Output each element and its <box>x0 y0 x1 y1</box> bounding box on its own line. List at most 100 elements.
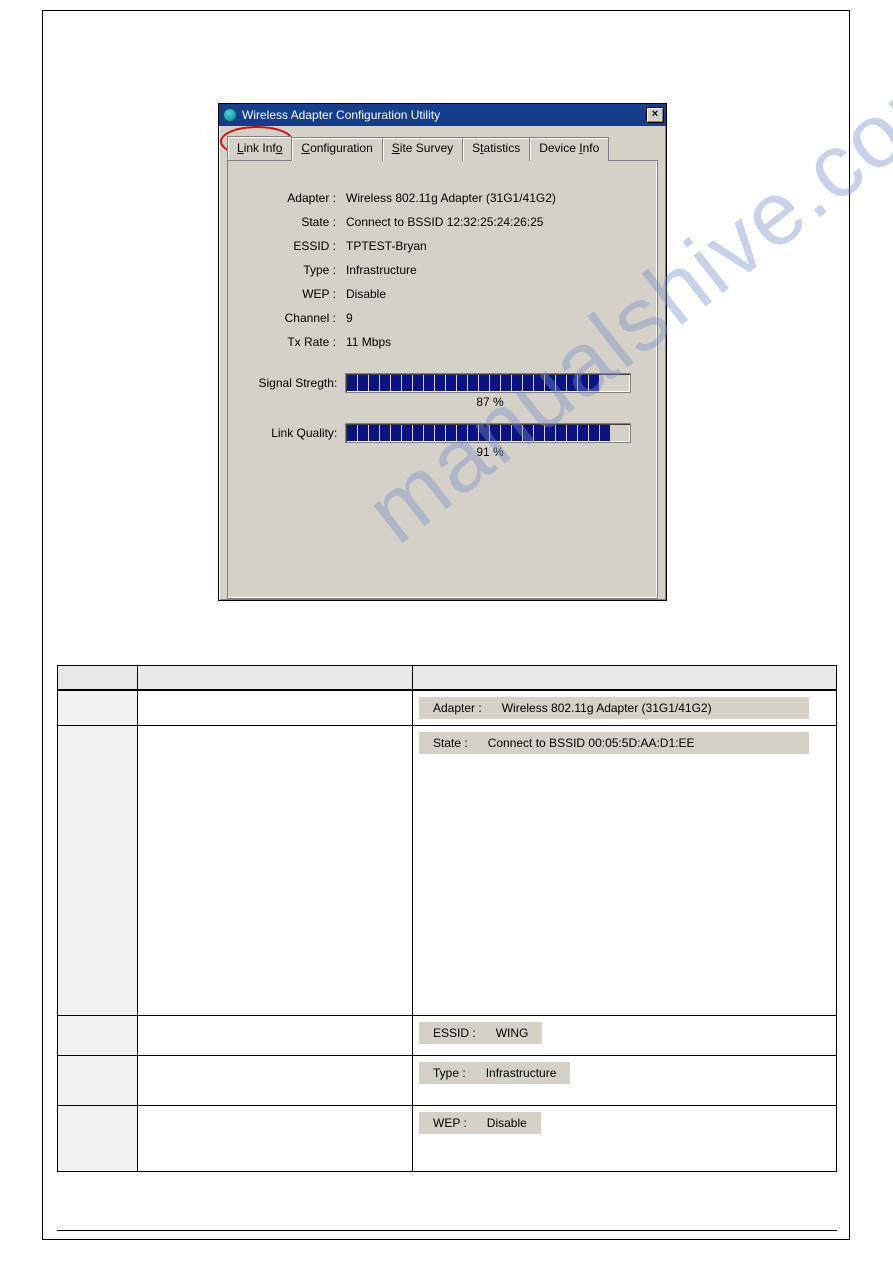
bar-segment <box>501 425 511 441</box>
quality-row: Link Quality: <box>240 423 631 443</box>
bar-segment <box>369 425 379 441</box>
bar-segment <box>556 375 566 391</box>
bar-segment <box>358 375 368 391</box>
bar-segment <box>512 375 522 391</box>
field-snippet: ESSID :WING <box>419 1022 542 1044</box>
txrate-value: 11 Mbps <box>346 335 391 349</box>
table-cell: Adapter : Wireless 802.11g Adapter (31G1/… <box>413 691 837 726</box>
snippet-label: Type : <box>433 1066 466 1080</box>
snippet-value: Wireless 802.11g Adapter (31G1/41G2) <box>502 701 712 715</box>
adapter-value: Wireless 802.11g Adapter (31G1/41G2) <box>346 191 556 205</box>
table-cell <box>58 691 138 726</box>
tab-configuration[interactable]: Configuration <box>291 137 382 161</box>
bar-segment <box>380 375 390 391</box>
table-row: WEP :Disable <box>58 1106 837 1172</box>
table-row: Type : Infrastructure <box>58 1056 837 1106</box>
field-snippet: State : Connect to BSSID 00:05:5D:AA:D1:E… <box>419 732 809 754</box>
type-label: Type : <box>240 263 346 277</box>
bar-segment <box>347 375 357 391</box>
snippet-value: WING <box>496 1026 529 1040</box>
signal-label: Signal Stregth: <box>240 376 345 390</box>
field-snippet: Type : Infrastructure <box>419 1062 570 1084</box>
bar-segment <box>534 375 544 391</box>
channel-value: 9 <box>346 311 353 325</box>
tab-device-info[interactable]: Device Info <box>529 137 609 161</box>
bar-segment <box>424 425 434 441</box>
essid-label: ESSID : <box>240 239 346 253</box>
bar-segment <box>479 425 489 441</box>
bar-segment <box>347 425 357 441</box>
tab-pane: Adapter : Wireless 802.11g Adapter (31G1… <box>227 161 658 599</box>
bar-segment <box>556 425 566 441</box>
adapter-label: Adapter : <box>240 191 346 205</box>
bar-segment <box>457 375 467 391</box>
table-cell: Type : Infrastructure <box>413 1056 837 1106</box>
dialog-window: Wireless Adapter Configuration Utility ×… <box>218 103 667 601</box>
table-header-row <box>58 666 837 690</box>
field-txrate: Tx Rate : 11 Mbps <box>240 335 631 349</box>
essid-value: TPTEST-Bryan <box>346 239 427 253</box>
table-header-cell <box>58 666 138 690</box>
field-type: Type : Infrastructure <box>240 263 631 277</box>
snippet-value: Disable <box>487 1116 527 1130</box>
bar-segment <box>435 425 445 441</box>
bar-segment <box>523 425 533 441</box>
snippet-label: Adapter : <box>433 701 482 715</box>
bar-segment <box>534 425 544 441</box>
bar-segment <box>468 425 478 441</box>
bar-segment <box>369 375 379 391</box>
table-cell <box>58 726 138 1016</box>
bar-segment <box>567 425 577 441</box>
bar-segment <box>413 425 423 441</box>
field-snippet: Adapter : Wireless 802.11g Adapter (31G1/… <box>419 697 809 719</box>
tab-link-info[interactable]: Link Info <box>227 136 292 160</box>
field-adapter: Adapter : Wireless 802.11g Adapter (31G1… <box>240 191 631 205</box>
snippet-label: State : <box>433 736 468 750</box>
spec-table <box>57 665 837 690</box>
signal-bar <box>345 373 631 393</box>
snippet-value: Infrastructure <box>486 1066 557 1080</box>
signal-row: Signal Stregth: <box>240 373 631 393</box>
bar-segment <box>479 375 489 391</box>
wep-label: WEP : <box>240 287 346 301</box>
channel-label: Channel : <box>240 311 346 325</box>
tab-statistics[interactable]: Statistics <box>462 137 530 161</box>
quality-percent: 91 % <box>346 445 634 459</box>
table-cell <box>138 726 413 1016</box>
field-snippet: WEP :Disable <box>419 1112 541 1134</box>
signal-percent: 87 % <box>346 395 634 409</box>
table-header-cell <box>138 666 413 690</box>
txrate-label: Tx Rate : <box>240 335 346 349</box>
window-title: Wireless Adapter Configuration Utility <box>242 108 440 122</box>
table-cell <box>58 1106 138 1172</box>
bar-segment <box>391 375 401 391</box>
table-cell <box>138 691 413 726</box>
tab-label: onfiguration <box>310 141 373 155</box>
bar-segment <box>490 375 500 391</box>
table-cell: ESSID :WING <box>413 1016 837 1056</box>
tab-label: ink Inf <box>244 141 276 155</box>
meters-group: Signal Stregth: 87 % Link Quality: 91 % <box>240 373 631 459</box>
bar-segment <box>446 425 456 441</box>
footer-rule <box>57 1230 837 1231</box>
table-cell <box>138 1016 413 1056</box>
table-cell <box>58 1056 138 1106</box>
bar-segment <box>358 425 368 441</box>
close-button[interactable]: × <box>646 107 664 123</box>
bar-segment <box>380 425 390 441</box>
quality-label: Link Quality: <box>240 426 345 440</box>
bar-segment <box>523 375 533 391</box>
dialog-screenshot: Wireless Adapter Configuration Utility ×… <box>218 103 667 603</box>
state-label: State : <box>240 215 346 229</box>
quality-bar <box>345 423 631 443</box>
titlebar: Wireless Adapter Configuration Utility × <box>219 104 666 126</box>
state-value: Connect to BSSID 12:32:25:24:26:25 <box>346 215 543 229</box>
table-cell: WEP :Disable <box>413 1106 837 1172</box>
bar-segment <box>578 375 588 391</box>
table-header-cell <box>413 666 837 690</box>
snippet-value: Connect to BSSID 00:05:5D:AA:D1:EE <box>488 736 695 750</box>
bar-segment <box>490 425 500 441</box>
bar-segment <box>413 375 423 391</box>
tab-site-survey[interactable]: Site Survey <box>382 137 463 161</box>
bar-segment <box>468 375 478 391</box>
